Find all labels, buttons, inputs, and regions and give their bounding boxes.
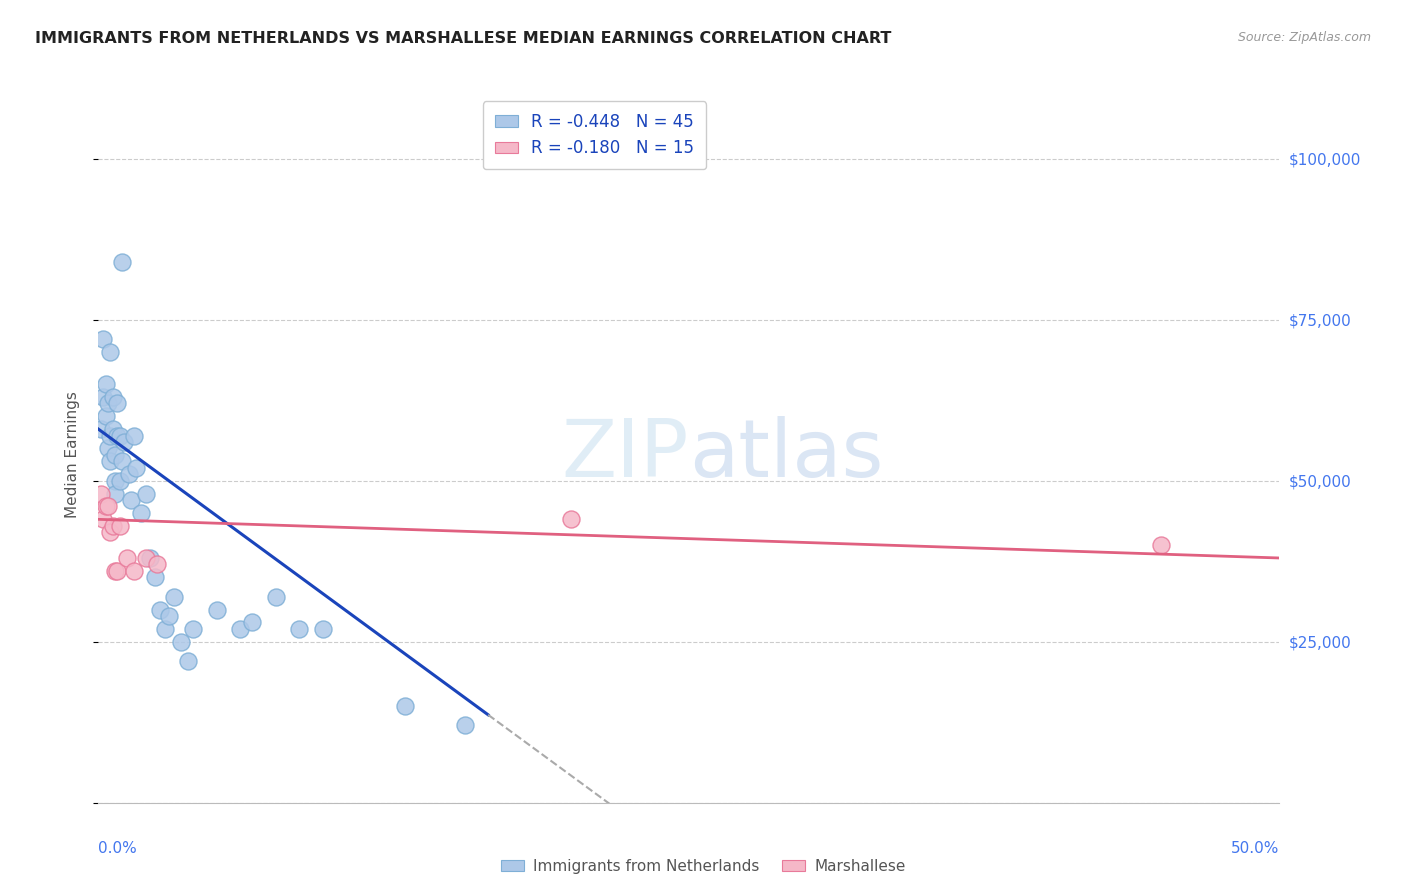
Text: ZIP: ZIP <box>561 416 689 494</box>
Point <box>560 512 582 526</box>
Point <box>104 448 127 462</box>
Point <box>108 428 131 442</box>
Point <box>163 590 186 604</box>
Text: 0.0%: 0.0% <box>98 841 138 856</box>
Point <box>121 493 143 508</box>
Text: Source: ZipAtlas.com: Source: ZipAtlas.com <box>1237 31 1371 45</box>
Point <box>94 377 117 392</box>
Point <box>97 442 120 456</box>
Point <box>98 344 121 359</box>
Point <box>94 500 117 514</box>
Point <box>90 486 112 500</box>
Point <box>181 622 204 636</box>
Point <box>170 634 193 648</box>
Point <box>118 467 141 482</box>
Legend: R = -0.448   N = 45, R = -0.180   N = 15: R = -0.448 N = 45, R = -0.180 N = 15 <box>482 102 706 169</box>
Text: atlas: atlas <box>689 416 883 494</box>
Point <box>91 390 114 404</box>
Point <box>453 718 475 732</box>
Point <box>153 622 176 636</box>
Point <box>229 622 252 636</box>
Point <box>157 609 180 624</box>
Text: IMMIGRANTS FROM NETHERLANDS VS MARSHALLESE MEDIAN EARNINGS CORRELATION CHART: IMMIGRANTS FROM NETHERLANDS VS MARSHALLE… <box>35 31 891 46</box>
Point <box>91 332 114 346</box>
Point <box>97 396 120 410</box>
Point <box>111 454 134 468</box>
Point <box>112 435 135 450</box>
Point <box>108 518 131 533</box>
Point <box>105 428 128 442</box>
Point <box>129 506 152 520</box>
Point <box>125 460 148 475</box>
Point <box>135 486 157 500</box>
Point <box>98 525 121 540</box>
Point <box>146 558 169 572</box>
Point <box>108 474 131 488</box>
Point <box>91 512 114 526</box>
Point <box>264 590 287 604</box>
Y-axis label: Median Earnings: Median Earnings <box>65 392 80 518</box>
Point <box>101 518 124 533</box>
Point <box>122 564 145 578</box>
Point <box>105 564 128 578</box>
Point <box>143 570 166 584</box>
Legend: Immigrants from Netherlands, Marshallese: Immigrants from Netherlands, Marshallese <box>495 853 911 880</box>
Point <box>90 422 112 436</box>
Point <box>135 551 157 566</box>
Point <box>105 396 128 410</box>
Point <box>94 409 117 424</box>
Point <box>115 551 138 566</box>
Point <box>122 428 145 442</box>
Point <box>312 622 335 636</box>
Point <box>394 699 416 714</box>
Text: 50.0%: 50.0% <box>1232 841 1279 856</box>
Point <box>104 486 127 500</box>
Point <box>1150 538 1173 552</box>
Point <box>104 474 127 488</box>
Point <box>98 428 121 442</box>
Point <box>111 254 134 268</box>
Point <box>240 615 263 630</box>
Point <box>205 602 228 616</box>
Point <box>104 564 127 578</box>
Point <box>101 422 124 436</box>
Point <box>98 454 121 468</box>
Point <box>177 654 200 668</box>
Point <box>149 602 172 616</box>
Point <box>97 500 120 514</box>
Point <box>139 551 162 566</box>
Point <box>288 622 311 636</box>
Point <box>101 390 124 404</box>
